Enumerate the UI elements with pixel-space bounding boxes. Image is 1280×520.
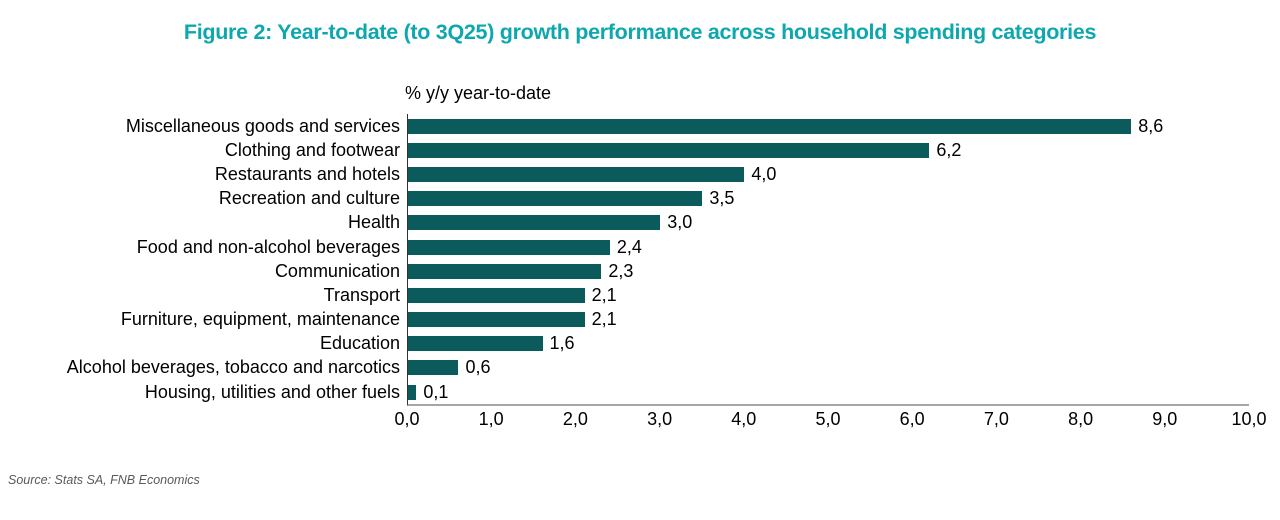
x-tick-label: 3,0 [647,409,673,430]
value-label: 8,6 [1138,115,1164,136]
plot-area: 8,6 6,2 4,0 3,5 3,0 2,4 2,3 2,1 2,1 1,6 … [407,114,1249,407]
bar [408,336,543,352]
chart-row: 4,0 [408,162,1249,186]
category-label: Furniture, equipment, maintenance [120,309,400,330]
bar [408,287,585,303]
x-axis: 0,0 1,0 2,0 3,0 4,0 5,0 6,0 7,0 8,0 9,0 10,0 [394,406,1266,434]
x-tick-label: 5,0 [815,409,841,430]
category-label: Miscellaneous goods and services [125,115,400,136]
x-tick-label: 6,0 [899,409,925,430]
chart-row: 6,2 [408,138,1249,162]
chart-row: 2,1 [408,308,1249,332]
chart-row: 0,6 [408,356,1249,380]
chart-area: Miscellaneous goods and services Clothing… [0,114,1280,434]
category-label: Health [347,212,400,233]
source-note: Source: Stats SA, FNB Economics [8,473,200,487]
value-label: 2,1 [591,309,617,330]
category-axis: Miscellaneous goods and services Clothing… [0,114,407,434]
value-label: 1,6 [549,333,575,354]
value-label: 3,0 [667,212,693,233]
value-label: 3,5 [709,188,735,209]
value-label: 6,2 [936,139,962,160]
value-label: 0,6 [465,357,491,378]
category-label: Communication [274,260,400,281]
bar [408,142,930,158]
x-tick-label: 1,0 [478,409,504,430]
x-tick-label: 9,0 [1152,409,1178,430]
category-label: Clothing and footwear [224,139,400,160]
bar [408,118,1132,134]
x-tick-label: 2,0 [562,409,588,430]
value-label: 2,1 [591,284,617,305]
category-label: Recreation and culture [218,188,400,209]
chart-row: 1,6 [408,332,1249,356]
value-label: 4,0 [751,163,777,184]
bar [408,191,703,207]
chart-row: 0,1 [408,380,1249,404]
category-label: Transport [323,284,400,305]
bar [408,166,745,182]
chart-row: 8,6 [408,114,1249,138]
value-label: 2,4 [616,236,642,257]
x-tick-label: 8,0 [1068,409,1094,430]
chart-row: 2,1 [408,283,1249,307]
chart-row: 3,5 [408,187,1249,211]
bar [408,384,417,400]
bar [408,312,585,328]
x-tick-label: 0,0 [394,409,420,430]
chart-row: 2,4 [408,235,1249,259]
axis-title: % y/y year-to-date [405,83,552,103]
category-label: Housing, utilities and other fuels [144,381,400,402]
bar [408,215,661,231]
chart-row: 3,0 [408,211,1249,235]
bar [408,263,602,279]
bar [408,239,610,255]
x-tick-label: 7,0 [983,409,1009,430]
x-tick-label: 4,0 [731,409,757,430]
category-label: Alcohol beverages, tobacco and narcotics [66,357,400,378]
category-label: Food and non-alcohol beverages [136,236,400,257]
category-label: Education [319,333,400,354]
value-label: 2,3 [608,260,634,281]
plot-column: 8,6 6,2 4,0 3,5 3,0 2,4 2,3 2,1 2,1 1,6 … [394,114,1267,434]
category-label: Restaurants and hotels [214,163,400,184]
chart-title: Figure 2: Year-to-date (to 3Q25) growth … [183,20,1097,44]
bar [408,360,459,376]
chart-row: 2,3 [408,259,1249,283]
value-label: 0,1 [423,381,449,402]
x-tick-label: 10,0 [1231,409,1267,430]
